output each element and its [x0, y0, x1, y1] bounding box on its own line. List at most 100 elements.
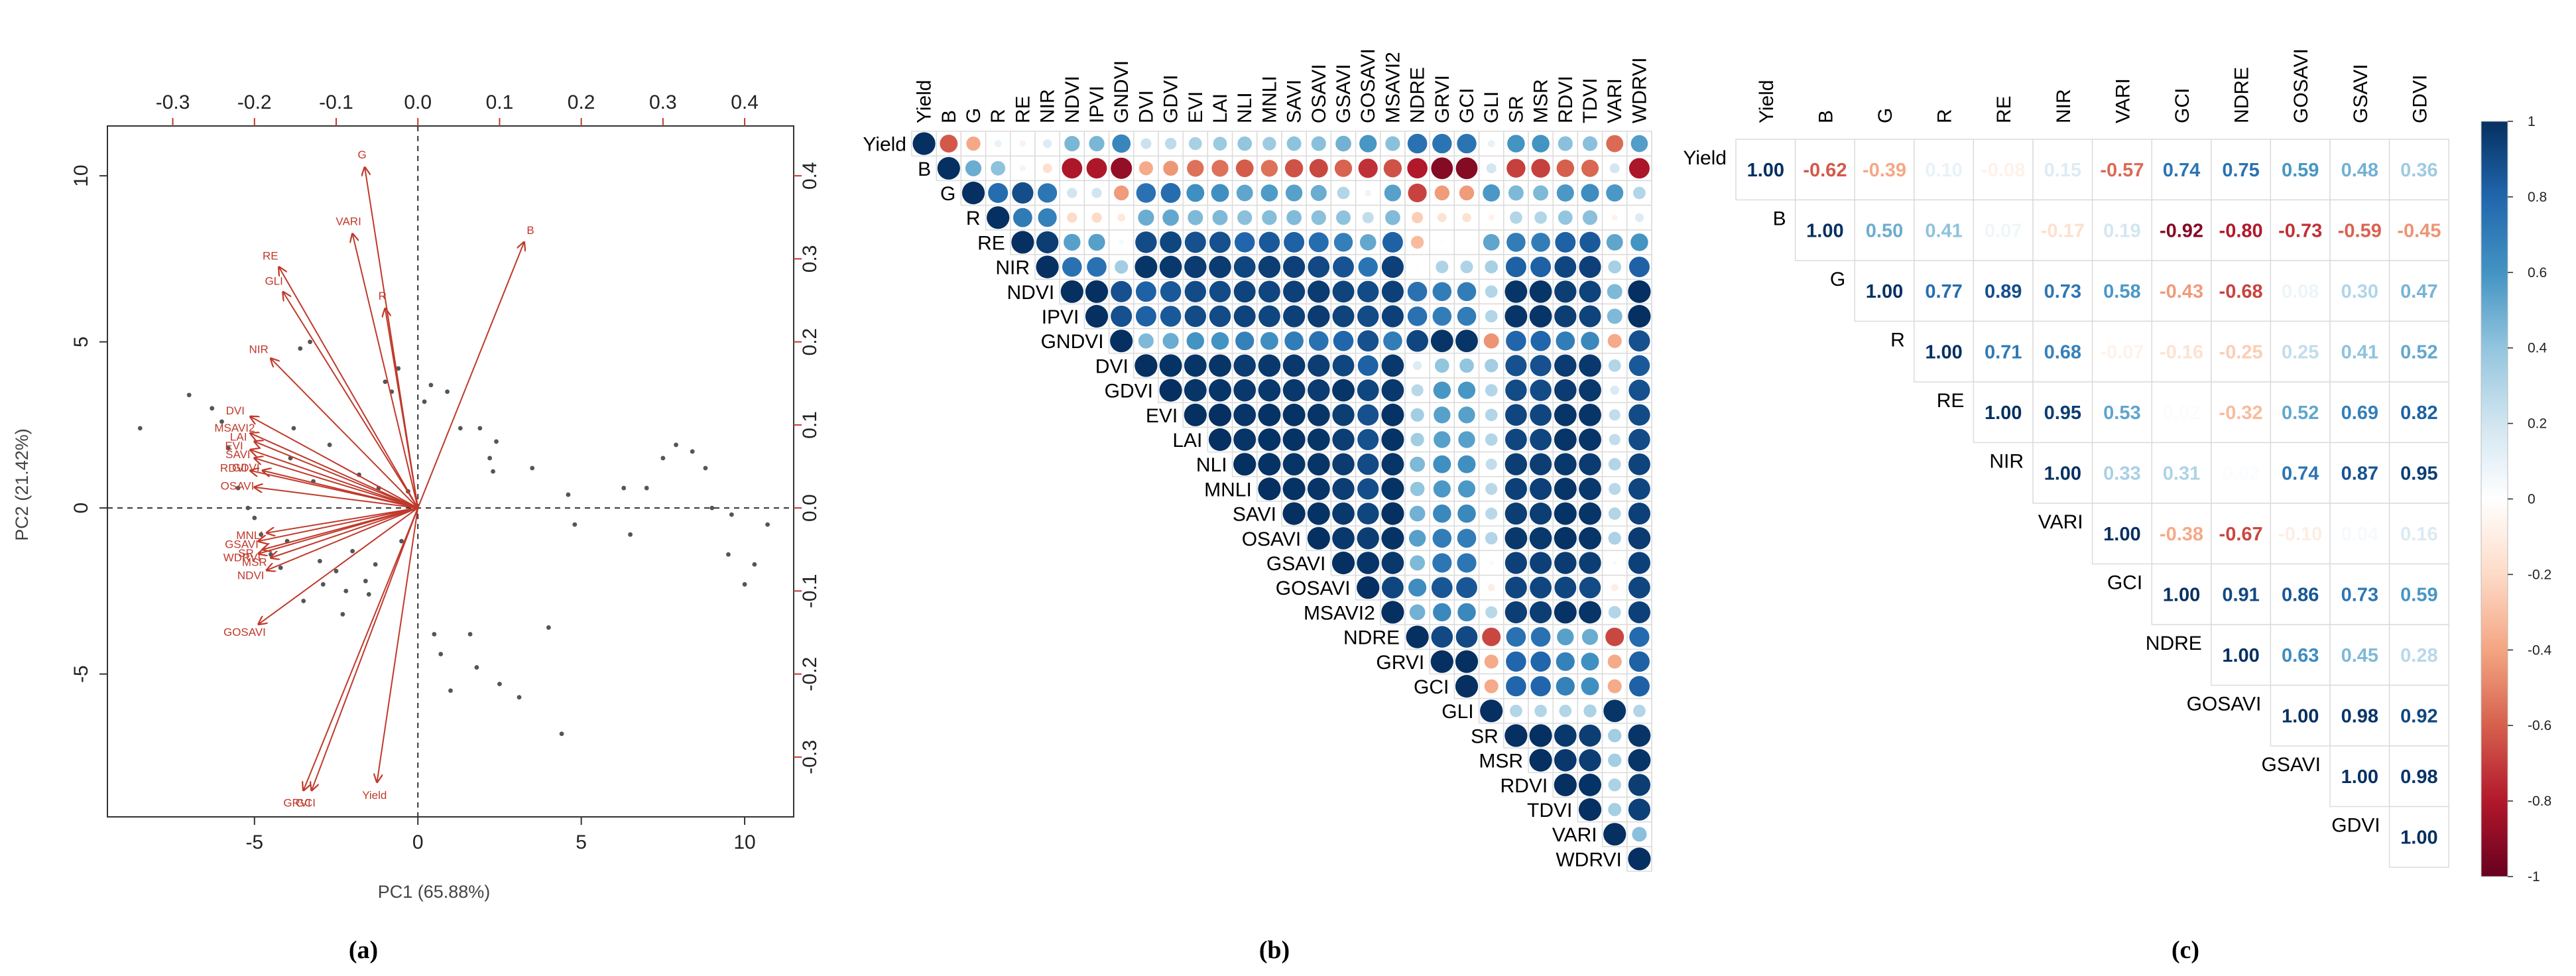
corr-value-re-re: 1.00: [1985, 402, 2022, 424]
score-point: [334, 568, 339, 574]
corr-value-g-gci: -0.43: [2160, 281, 2203, 302]
corr-circle-nir-gdvi: [1159, 255, 1182, 278]
corr-circle-gndvi-tdvi: [1581, 332, 1599, 350]
corr-circle-mnli-tdvi: [1579, 477, 1601, 501]
row-label-b: B: [918, 158, 931, 180]
corr-circle-nir-grvi: [1436, 261, 1449, 274]
corr-circle-ndvi-dvi: [1135, 281, 1156, 302]
score-point: [530, 465, 535, 471]
corr-circle-ndvi-msavi2: [1381, 280, 1404, 303]
corr-value-gci-gsavi: 0.73: [2341, 584, 2378, 605]
corr-circle-lai-gci: [1458, 431, 1475, 448]
num-grid-cell: [2151, 503, 2212, 565]
corr-circle-ipvi-tdvi: [1579, 305, 1601, 328]
corr-value-r-r: 1.00: [1925, 341, 1962, 363]
loading-label-ndvi: NDVI: [237, 570, 265, 582]
corr-circle-rdvi-tdvi: [1578, 773, 1602, 796]
corr-circle-r-ndre: [1412, 212, 1424, 223]
score-point: [340, 612, 345, 617]
y-tick-label: -5: [70, 665, 92, 683]
corr-circle-re-tdvi: [1579, 231, 1601, 253]
corr-value-b-nir: -0.17: [2041, 220, 2085, 241]
corr-circle-lai-osavi: [1307, 428, 1330, 451]
corr-circle-gosavi-gli: [1487, 583, 1495, 591]
corr-circle-evi-evi: [1184, 403, 1207, 426]
corr-circle-savi-rdvi: [1554, 502, 1577, 525]
corr-circle-gosavi-gci: [1456, 577, 1477, 599]
corr-circle-savi-ndre: [1409, 505, 1426, 522]
corr-circle-ndre-gci: [1455, 626, 1478, 648]
corr-circle-msavi2-gci: [1457, 603, 1476, 622]
corr-circle-osavi-tdvi: [1579, 526, 1601, 550]
row-label-savi: SAVI: [1233, 504, 1276, 526]
corr-circle-gdvi-mnli: [1258, 379, 1281, 402]
corr-circle-osavi-sr: [1504, 526, 1528, 550]
corr-circle-yield-nir: [1042, 139, 1052, 149]
corr-circle-nli-gli: [1485, 458, 1497, 470]
col-label-b: B: [938, 110, 960, 123]
col-label-osavi: OSAVI: [1308, 64, 1330, 123]
loading-label-msr: MSR: [242, 556, 267, 569]
loading-label-gosavi: GOSAVI: [223, 626, 266, 639]
corr-circle-ndvi-ndvi: [1060, 280, 1083, 303]
corr-circle-b-gndvi: [1111, 157, 1133, 179]
corr-circle-evi-lai: [1208, 403, 1232, 426]
corr-circle-re-ndre: [1410, 235, 1424, 249]
num-row-label-ndre: NDRE: [2146, 633, 2202, 654]
loading-label-sr: SR: [238, 547, 254, 560]
corr-circle-grvi-wdrvi: [1628, 651, 1650, 672]
corr-circle-nli-rdvi: [1554, 453, 1577, 476]
corr-circle-r-msr: [1534, 211, 1547, 224]
corr-value-b-gsavi: -0.59: [2338, 220, 2382, 241]
corr-circle-msr-msr: [1529, 749, 1552, 772]
num-grid-cell: [1914, 260, 1975, 322]
corr-circle-gdvi-lai: [1209, 379, 1231, 402]
corr-value-yield-yield: 1.00: [1747, 160, 1784, 181]
corr-circle-gdvi-nli: [1233, 379, 1257, 402]
num-grid-cell: [1854, 139, 1915, 201]
corr-circle-osavi-gci: [1457, 528, 1477, 548]
corr-circle-yield-gdvi: [1164, 137, 1177, 150]
score-point: [350, 548, 355, 554]
corr-circle-b-re: [1019, 165, 1026, 172]
num-grid-cell: [2151, 139, 2212, 201]
corr-circle-ndre-gli: [1482, 627, 1501, 646]
corr-circle-gdvi-rdvi: [1554, 379, 1577, 402]
score-point: [445, 389, 450, 395]
corr-value-vari-gdvi: 0.16: [2400, 524, 2437, 545]
corr-circle-evi-msavi2: [1381, 403, 1404, 426]
row-label-tdvi: TDVI: [1527, 800, 1572, 822]
col-label-r: R: [987, 109, 1009, 123]
corr-value-nir-vari: 0.33: [2103, 463, 2140, 484]
corr-circle-gsavi-wdrvi: [1628, 552, 1650, 574]
corr-circle-evi-vari: [1609, 409, 1621, 421]
x-axis-label: PC1 (65.88%): [378, 882, 491, 902]
loading-label-gci: GCI: [296, 797, 316, 810]
corr-circle-g-mnli: [1260, 184, 1278, 202]
row-label-osavi: OSAVI: [1242, 528, 1301, 550]
corr-circle-r-osavi: [1311, 210, 1326, 225]
x-tick-label: -5: [245, 831, 263, 853]
col-label-wdrvi: WDRVI: [1628, 58, 1650, 123]
corr-circle-yield-mnli: [1262, 137, 1276, 151]
corr-circle-ipvi-evi: [1184, 305, 1207, 328]
corr-value-re-nir: 0.95: [2044, 402, 2081, 424]
row-label-g: G: [940, 183, 955, 205]
corr-circle-sr-tdvi: [1579, 724, 1601, 747]
row-label-msavi2: MSAVI2: [1304, 602, 1375, 624]
score-point: [301, 598, 306, 603]
corr-circle-evi-sr: [1504, 404, 1527, 426]
corr-circle-dvi-vari: [1608, 359, 1621, 372]
col-label-nir: NIR: [1037, 89, 1059, 123]
corr-circle-gosavi-vari: [1611, 583, 1619, 591]
corr-circle-re-wdrvi: [1630, 233, 1648, 251]
num-grid-cell: [2388, 563, 2449, 625]
num-grid-cell: [2091, 381, 2152, 444]
corr-circle-gdvi-vari: [1610, 385, 1620, 395]
loading-label-vari: VARI: [336, 215, 361, 227]
corr-circle-gli-sr: [1510, 704, 1522, 717]
loading-label-evi: EVI: [225, 440, 243, 452]
corr-circle-re-vari: [1606, 233, 1623, 251]
num-grid-cell: [2329, 684, 2390, 747]
corr-circle-yield-yield: [912, 132, 936, 155]
